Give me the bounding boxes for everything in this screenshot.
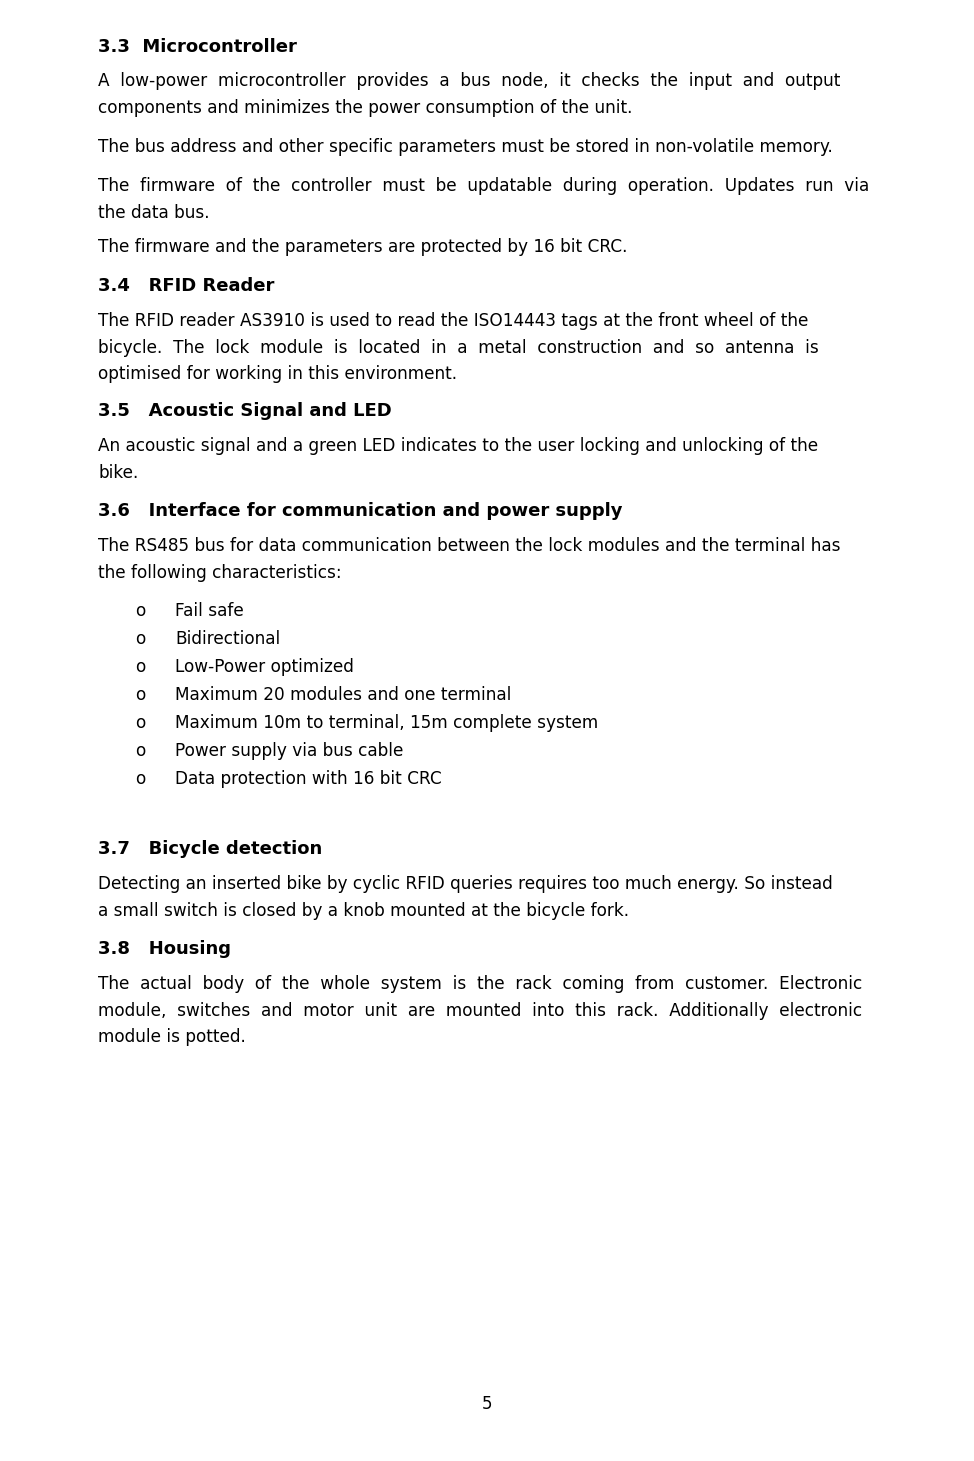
Text: An acoustic signal and a green LED indicates to the user locking and unlocking o: An acoustic signal and a green LED indic… [98,437,818,454]
Text: 3.5   Acoustic Signal and LED: 3.5 Acoustic Signal and LED [98,402,392,419]
Text: The RS485 bus for data communication between the lock modules and the terminal h: The RS485 bus for data communication bet… [98,538,841,555]
Text: 3.6   Interface for communication and power supply: 3.6 Interface for communication and powe… [98,503,622,520]
Text: Maximum 20 modules and one terminal: Maximum 20 modules and one terminal [175,687,511,704]
Text: Fail safe: Fail safe [175,602,244,619]
Text: Data protection with 16 bit CRC: Data protection with 16 bit CRC [175,770,442,787]
Text: The  firmware  of  the  controller  must  be  updatable  during  operation.  Upd: The firmware of the controller must be u… [98,177,869,194]
Text: the following characteristics:: the following characteristics: [98,564,342,581]
Text: o: o [135,687,145,704]
Text: a small switch is closed by a knob mounted at the bicycle fork.: a small switch is closed by a knob mount… [98,901,629,919]
Text: Detecting an inserted bike by cyclic RFID queries requires too much energy. So i: Detecting an inserted bike by cyclic RFI… [98,875,833,893]
Text: The bus address and other specific parameters must be stored in non-volatile mem: The bus address and other specific param… [98,137,833,156]
Text: o: o [135,657,145,676]
Text: bicycle.  The  lock  module  is  located  in  a  metal  construction  and  so  a: bicycle. The lock module is located in a… [98,339,819,356]
Text: Bidirectional: Bidirectional [175,630,281,649]
Text: The firmware and the parameters are protected by 16 bit CRC.: The firmware and the parameters are prot… [98,238,627,256]
Text: Low-Power optimized: Low-Power optimized [175,657,354,676]
Text: o: o [135,714,145,732]
Text: module is potted.: module is potted. [98,1029,245,1046]
Text: module,  switches  and  motor  unit  are  mounted  into  this  rack.  Additional: module, switches and motor unit are moun… [98,1001,862,1020]
Text: bike.: bike. [98,463,138,482]
Text: 3.3  Microcontroller: 3.3 Microcontroller [98,38,297,56]
Text: o: o [135,630,145,649]
Text: A  low-power  microcontroller  provides  a  bus  node,  it  checks  the  input  : A low-power microcontroller provides a b… [98,72,841,91]
Text: components and minimizes the power consumption of the unit.: components and minimizes the power consu… [98,98,632,117]
Text: The RFID reader AS3910 is used to read the ISO14443 tags at the front wheel of t: The RFID reader AS3910 is used to read t… [98,313,808,330]
Text: The  actual  body  of  the  whole  system  is  the  rack  coming  from  customer: The actual body of the whole system is t… [98,974,862,993]
Text: 3.8   Housing: 3.8 Housing [98,939,231,958]
Text: Maximum 10m to terminal, 15m complete system: Maximum 10m to terminal, 15m complete sy… [175,714,598,732]
Text: o: o [135,770,145,787]
Text: o: o [135,742,145,760]
Text: 3.4   RFID Reader: 3.4 RFID Reader [98,278,275,295]
Text: 3.7   Bicycle detection: 3.7 Bicycle detection [98,840,322,858]
Text: the data bus.: the data bus. [98,203,209,222]
Text: o: o [135,602,145,619]
Text: Power supply via bus cable: Power supply via bus cable [175,742,403,760]
Text: optimised for working in this environment.: optimised for working in this environmen… [98,365,457,383]
Text: 5: 5 [482,1395,492,1413]
